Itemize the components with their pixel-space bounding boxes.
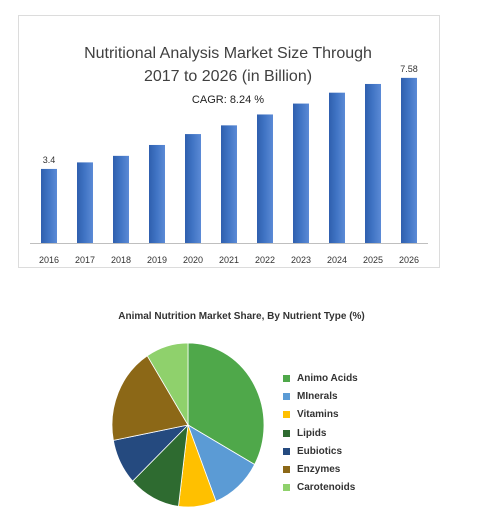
legend-label: MInerals (297, 390, 338, 402)
bar-2025 (365, 83, 381, 243)
bar-2017 (77, 162, 93, 243)
legend-item: Eubiotics (283, 442, 358, 460)
x-tick-label: 2022 (255, 255, 275, 265)
legend-label: Vitamins (297, 409, 339, 421)
bar-2021 (221, 125, 237, 243)
pie-slice-carotenoids (146, 342, 189, 427)
bar-2023 (293, 103, 309, 243)
pie-slice-enzymes (111, 355, 189, 441)
legend-swatch (283, 411, 290, 419)
cagr-annotation: CAGR: 8.24 % (191, 94, 265, 106)
x-tick-label: 2025 (363, 255, 383, 265)
x-tick-label: 2026 (399, 255, 419, 265)
legend-label: Carotenoids (297, 482, 356, 494)
bar-chart-title: Nutritional Analysis Market Size Through… (18, 42, 438, 88)
bar-2016 (41, 168, 57, 243)
pie-slice-minerals (187, 424, 256, 502)
x-tick-label: 2020 (183, 255, 203, 265)
bar-chart: 2016 3.4 2017 2018 2019 2020 2021 2022 2023 2024 2… (30, 64, 428, 265)
legend-label: Eubiotics (297, 445, 343, 457)
legend-item: Vitamins (283, 406, 358, 424)
legend-swatch (283, 392, 290, 400)
data-label: 7.58 (400, 64, 418, 74)
x-tick-label: 2023 (291, 255, 311, 265)
legend-label: Enzymes (297, 464, 341, 476)
legend-item: Lipids (283, 424, 358, 442)
legend-swatch (283, 484, 290, 492)
x-tick-label: 2024 (327, 255, 347, 265)
x-tick-label: 2017 (75, 255, 95, 265)
x-tick-label: 2019 (147, 255, 167, 265)
legend-label: Animo Acids (297, 372, 358, 384)
pie-legend: Animo Acids MInerals Vitamins Lipids Eubioti… (283, 369, 358, 497)
legend-item: Animo Acids (283, 369, 358, 387)
x-tick-label: 2018 (111, 255, 131, 265)
legend-swatch (283, 429, 290, 437)
pie-slice-lipids (132, 423, 189, 507)
bar-2019 (149, 144, 165, 243)
bar-2022 (257, 114, 273, 243)
bar-chart-title-line1: Nutritional Analysis Market Size Through (84, 45, 372, 62)
legend-item: Enzymes (283, 460, 358, 478)
bar-2024 (329, 92, 345, 243)
bar-2018 (113, 155, 129, 243)
x-tick-label: 2021 (219, 255, 239, 265)
legend-swatch (283, 447, 290, 455)
pie-slice-vitamins (178, 424, 217, 508)
legend-item: MInerals (283, 387, 358, 405)
legend-swatch (283, 466, 290, 474)
legend-label: Lipids (297, 427, 327, 439)
bar-chart-title-line2: 2017 to 2026 (in Billion) (143, 68, 313, 85)
legend-item: Carotenoids (283, 479, 358, 497)
pie-chart-title: Animal Nutrition Market Share, By Nutrie… (118, 311, 365, 322)
data-label: 3.4 (43, 155, 56, 165)
pie-slice-eubiotics (112, 424, 190, 482)
x-tick-label: 2016 (39, 255, 59, 265)
bar-2020 (185, 134, 201, 243)
bar-2026 (401, 77, 417, 243)
legend-swatch (283, 374, 290, 382)
pie-slice-animo-acids (187, 342, 265, 466)
